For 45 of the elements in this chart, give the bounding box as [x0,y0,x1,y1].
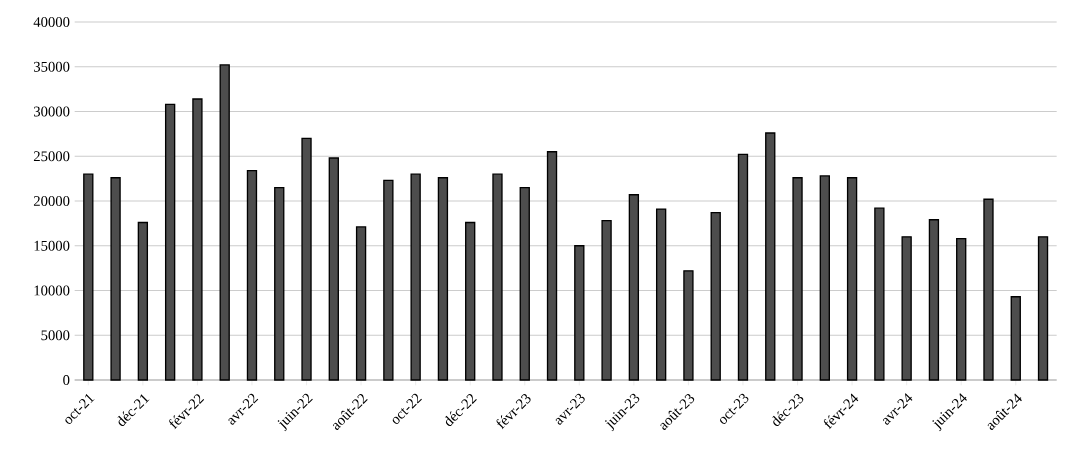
bar [574,245,585,381]
y-tick-label: 25000 [33,151,70,162]
y-tick-label: 15000 [34,240,70,251]
bar [601,220,612,381]
bar [655,208,667,381]
bar [301,137,312,381]
y-tick-label: 30000 [34,106,70,117]
y-tick-label: 5000 [41,330,70,341]
bar [901,236,912,381]
bar [628,194,640,381]
bar [328,157,339,381]
bar [792,177,803,381]
y-tick-label: 20000 [33,196,70,206]
bar [546,151,558,381]
bar [110,177,121,381]
bar [765,132,776,381]
bar [874,207,885,381]
bar [928,219,940,381]
bar [737,153,749,381]
y-tick-label: 0 [63,375,70,385]
bar [383,179,394,381]
bar [819,175,830,381]
bar [192,98,203,381]
bar [846,177,858,381]
bar [274,186,285,381]
bar [983,198,994,381]
y-tick-label: 40000 [33,17,70,27]
bar [164,103,176,381]
bar [137,221,149,381]
y-tick-label: 10000 [34,285,70,296]
bar [683,270,694,381]
bar [465,221,476,381]
y-tick-label: 35000 [34,61,70,72]
bar [1037,236,1049,381]
bar [710,211,721,381]
bar [956,237,967,381]
bar [246,169,258,381]
bar [219,64,230,381]
bar [410,173,421,381]
bar [355,226,367,381]
bar [83,173,94,381]
bar [437,177,449,381]
bar [492,173,503,381]
bar [1010,296,1021,381]
bar [519,186,530,381]
